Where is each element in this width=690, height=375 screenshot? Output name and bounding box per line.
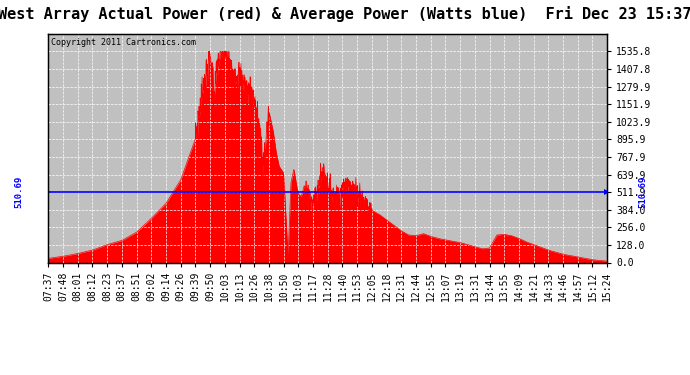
Text: West Array Actual Power (red) & Average Power (Watts blue)  Fri Dec 23 15:37: West Array Actual Power (red) & Average … [0, 6, 690, 22]
Text: 510.69: 510.69 [638, 176, 647, 209]
Text: Copyright 2011 Cartronics.com: Copyright 2011 Cartronics.com [51, 38, 196, 47]
Text: 510.69: 510.69 [14, 176, 23, 209]
